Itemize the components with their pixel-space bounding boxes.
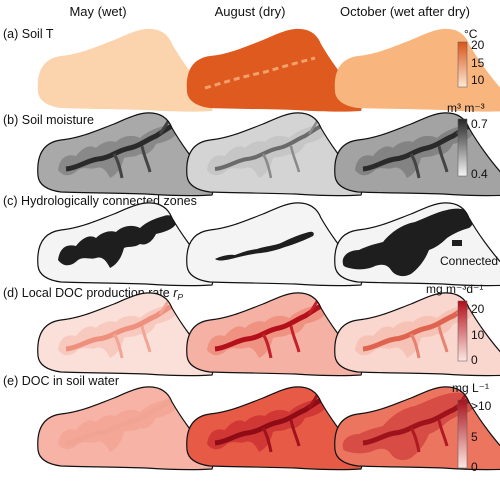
colorbar-d-tick-10: 10 (471, 328, 485, 342)
map-a-may (37, 28, 213, 112)
colorbar-a-unit: °C (464, 27, 478, 41)
map-e-may (37, 386, 214, 471)
row-a-soil-temperature: (a) Soil T °C 20 15 10 (3, 27, 500, 112)
colorbar-e-tick-5: 5 (471, 430, 478, 444)
colorbar-d-unit: mg m⁻³d⁻¹ (426, 282, 483, 296)
map-b-august (186, 112, 363, 197)
legend-connected-swatch (452, 240, 462, 246)
colorbar-e-tick-gt10: >10 (471, 399, 492, 413)
legend-connected-label: Connected (440, 254, 498, 268)
colorbar-a (457, 41, 468, 88)
row-c-label: (c) Hydrologically connected zones (3, 194, 197, 208)
map-c-may (37, 202, 214, 287)
colorbar-e-unit: mg L⁻¹ (452, 381, 489, 395)
colorbar-b-tick-0.7: 0.7 (471, 117, 488, 131)
colorbar-a-tick-15: 15 (471, 56, 485, 70)
colorbar-e (457, 399, 468, 469)
column-header-august: August (dry) (215, 4, 286, 19)
row-e-label: (e) DOC in soil water (3, 374, 119, 388)
column-header-may: May (wet) (69, 4, 126, 19)
column-header-october: October (wet after dry) (340, 4, 470, 19)
row-d-doc-production: (d) Local DOC production rate rP (3, 282, 500, 377)
map-c-august (186, 202, 363, 287)
row-d-label-subscript: P (177, 292, 183, 302)
colorbar-d-tick-0: 0 (471, 353, 478, 367)
row-d-label-symbol: r (173, 286, 178, 300)
row-a-label: (a) Soil T (3, 27, 54, 41)
row-c-connected-zones: (c) Hydrologically connected zones Conne… (3, 194, 500, 287)
map-e-august (186, 386, 363, 471)
colorbar-a-tick-20: 20 (471, 38, 485, 52)
catchment-fill (37, 28, 213, 112)
colorbar-b (457, 118, 468, 177)
map-a-august (186, 28, 362, 112)
colorbar-d (457, 300, 468, 362)
colorbar-e-tick-0: 0 (471, 460, 478, 474)
map-d-august (186, 292, 363, 377)
colorbar-a-tick-10: 10 (471, 73, 485, 87)
row-e-doc-in-soil-water: (e) DOC in soil water (3, 374, 500, 474)
map-c-october (334, 202, 500, 287)
catchment-fill (186, 202, 362, 286)
row-b-soil-moisture: (b) Soil moisture (3, 101, 500, 197)
map-d-may (37, 292, 214, 377)
colorbar-d-tick-20: 20 (471, 302, 485, 316)
row-b-label: (b) Soil moisture (3, 113, 94, 127)
colorbar-b-unit: m³ m⁻³ (447, 101, 485, 115)
colorbar-b-tick-0.4: 0.4 (471, 167, 488, 181)
